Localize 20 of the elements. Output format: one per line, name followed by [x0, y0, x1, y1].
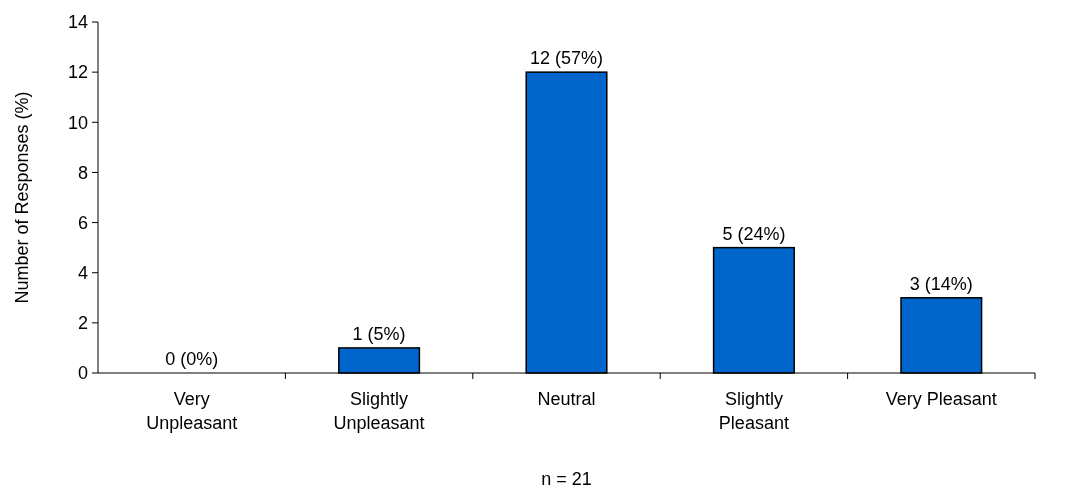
y-tick-label: 14	[67, 12, 88, 33]
y-tick-label: 12	[67, 62, 88, 83]
x-tick-label: Very Unpleasant	[146, 389, 238, 433]
data-label: 5 (24%)	[722, 223, 786, 244]
y-tick-label: 6	[77, 212, 88, 233]
x-tick-label: Neutral	[537, 389, 596, 409]
data-label: 12 (57%)	[529, 48, 604, 69]
data-label: 3 (14%)	[909, 273, 973, 294]
data-label: 1 (5%)	[352, 323, 406, 344]
y-axis-title: Number of Responses (%)	[12, 91, 32, 304]
x-tick-label: Very Pleasant	[885, 389, 997, 409]
x-axis-title: n = 21	[541, 469, 592, 489]
x-tick-label: Slightly Pleasant	[718, 389, 789, 433]
y-tick-label: 10	[67, 112, 88, 133]
y-tick-label: 8	[77, 162, 88, 183]
data-label: 0 (0%)	[165, 349, 219, 369]
x-tick-label: Slightly Unpleasant	[333, 389, 425, 433]
y-tick-label: 4	[77, 263, 88, 284]
y-tick-label: 0	[77, 363, 88, 384]
y-tick-label: 2	[77, 313, 88, 334]
